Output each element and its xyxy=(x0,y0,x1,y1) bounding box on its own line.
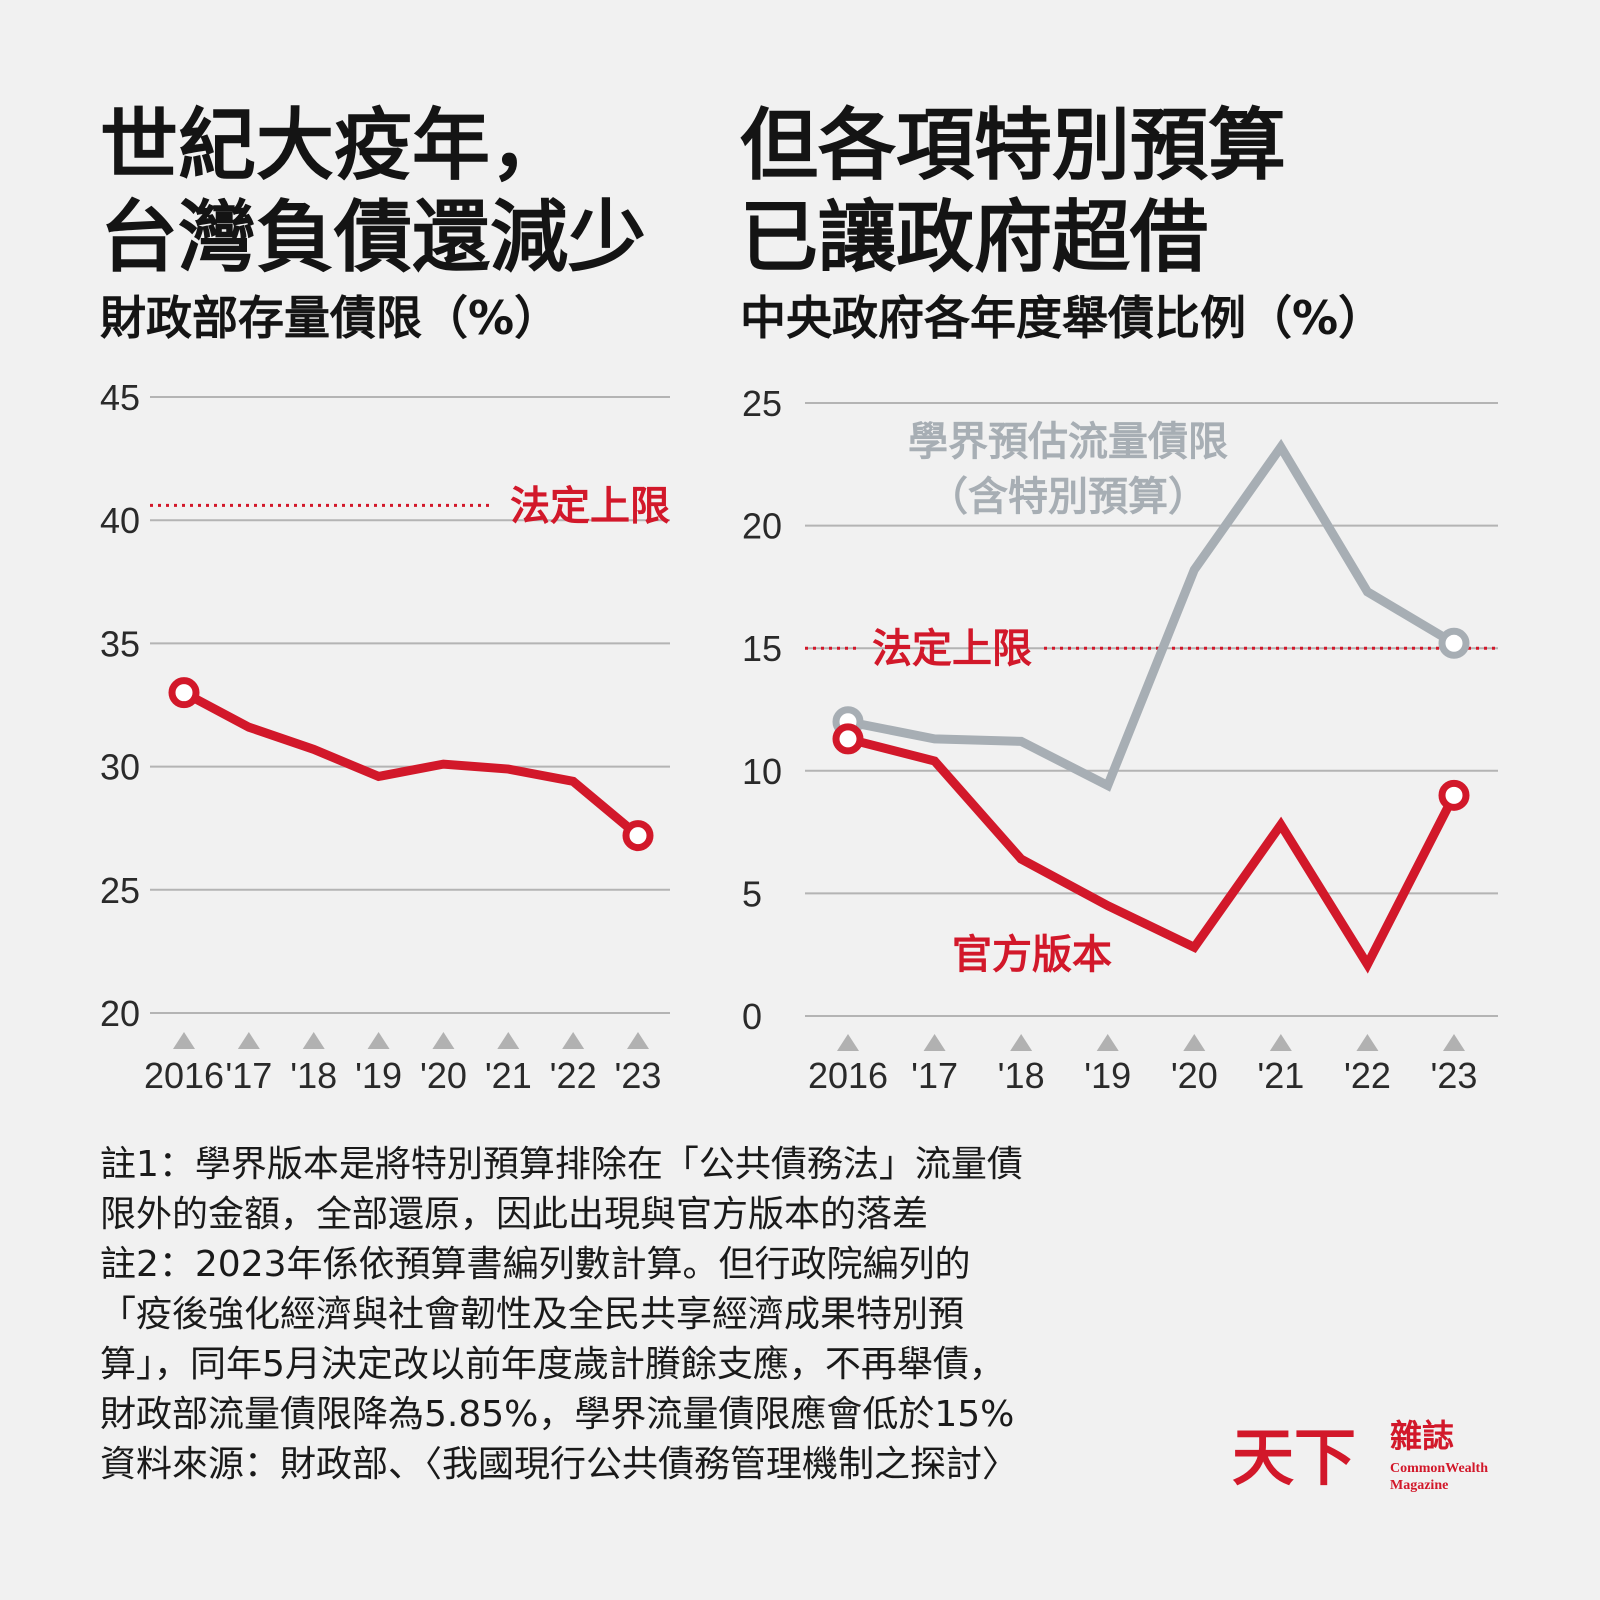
right-chart-y-tick-label: 10 xyxy=(742,751,782,792)
right-chart-x-tick-marker xyxy=(1096,1034,1119,1051)
right-chart-x-tick-marker xyxy=(1356,1034,1379,1051)
academic-series-label-line-2: （含特別預算） xyxy=(928,474,1208,520)
left-chart-legal-limit-label: 法定上限 xyxy=(510,483,670,529)
left-line-chart: 20 25 30 35 40 45 2016'17 '18 '19 '20 '21 '22 '23 法定上… xyxy=(100,377,670,1096)
footnote-line: 「疫後強化經濟與社會韌性及全民共享經濟成果特別預 xyxy=(100,1294,965,1335)
right-chart-x-tick-label: '17 xyxy=(911,1055,958,1096)
right-chart-series-endpoint-1 xyxy=(1438,779,1470,811)
right-line-chart: 0 5 10 15 20 25 2016 '17 '18 '19 '20 '21 '22 '23 法定上限 學… xyxy=(742,383,1500,1096)
left-chart-x-tick-label: '19 xyxy=(355,1055,402,1096)
right-chart-x-tick-label: '18 xyxy=(998,1055,1045,1096)
left-chart-y-tick-label: 45 xyxy=(100,377,140,418)
left-chart-series-endpoint-0 xyxy=(622,820,654,852)
right-chart-y-tick-label: 15 xyxy=(742,628,782,669)
right-chart-subtitle: 中央政府各年度舉債比例（%） xyxy=(740,291,1385,345)
left-headline-line-2: 台灣負債還減少 xyxy=(100,193,647,283)
left-chart-x-tick-label: 2016 xyxy=(144,1055,224,1096)
footnote-line: 註1：學界版本是將特別預算排除在「公共債務法」流量債 xyxy=(100,1144,1023,1185)
left-chart-y-tick-label: 25 xyxy=(100,870,140,911)
left-chart-x-tick-marker xyxy=(302,1032,325,1049)
right-chart-series-endpoint-0 xyxy=(1438,627,1470,659)
left-chart-x-tick-marker xyxy=(173,1032,195,1049)
right-headline-line-1: 但各項特別預算 xyxy=(740,101,1287,191)
left-chart-x-tick-label: '17 xyxy=(225,1055,272,1096)
right-chart-x-tick-marker xyxy=(923,1034,946,1051)
left-chart-x-tick-label: '21 xyxy=(485,1055,532,1096)
left-headline: 世紀大疫年， 台灣負債還減少 xyxy=(100,100,646,284)
left-chart-x-tick-marker xyxy=(237,1032,260,1049)
commonwealth-logo: 天下 雜誌 CommonWealth Magazine xyxy=(1232,1418,1502,1498)
footnote-line: 限外的金額，全部還原，因此出現與官方版本的落差 xyxy=(100,1194,929,1235)
right-chart-y-tick-label: 5 xyxy=(742,873,762,914)
logo-magazine-en: CommonWealth Magazine xyxy=(1390,1460,1488,1494)
footnotes: 註1：學界版本是將特別預算排除在「公共債務法」流量債 限外的金額，全部還原，因此… xyxy=(100,1140,1023,1490)
left-chart-subtitle: 財政部存量債限（%） xyxy=(100,291,561,345)
left-chart-x-tick-label: '18 xyxy=(290,1055,337,1096)
footnote-line: 算」，同年5月決定改以前年度歲計賸餘支應，不再舉債， xyxy=(100,1344,1005,1385)
footnote-line: 註2：2023年係依預算書編列數計算。但行政院編列的 xyxy=(100,1244,971,1285)
logo-en-line-1: CommonWealth xyxy=(1390,1461,1488,1476)
academic-series-label-line-1: 學界預估流量債限 xyxy=(908,419,1228,465)
logo-mark: 天下 xyxy=(1232,1421,1357,1494)
left-chart-y-tick-label: 35 xyxy=(100,623,140,664)
right-chart-x-tick-label: '22 xyxy=(1344,1055,1391,1096)
left-chart-y-tick-label: 20 xyxy=(100,993,140,1034)
right-chart-series-line-1 xyxy=(843,734,1459,974)
right-chart-x-tick-label: '20 xyxy=(1171,1055,1218,1096)
right-headline: 但各項特別預算 已讓政府超借 xyxy=(740,100,1286,284)
right-chart-y-tick-label: 25 xyxy=(742,383,782,424)
left-chart-x-tick-label: '23 xyxy=(615,1055,662,1096)
left-chart-x-tick-label: '22 xyxy=(550,1055,597,1096)
right-chart-x-tick-label: 2016 xyxy=(808,1055,888,1096)
right-chart-series-line-0 xyxy=(843,438,1459,792)
right-chart-x-tick-marker xyxy=(1269,1034,1292,1051)
official-series-label: 官方版本 xyxy=(952,932,1112,978)
logo-en-line-2: Magazine xyxy=(1390,1478,1449,1493)
footnote-line: 財政部流量債限降為5.85%，學界流量債限應會低於15% xyxy=(100,1394,1015,1435)
left-chart-x-tick-marker xyxy=(497,1032,520,1049)
left-chart-y-tick-label: 30 xyxy=(100,747,140,788)
left-chart-x-tick-marker xyxy=(562,1032,585,1049)
right-chart-series-endpoint-1 xyxy=(832,723,864,755)
right-chart-x-tick-marker xyxy=(837,1034,859,1051)
left-chart-series-endpoint-0 xyxy=(168,677,200,709)
right-chart-x-tick-label: '19 xyxy=(1084,1055,1131,1096)
right-chart-legal-limit-label: 法定上限 xyxy=(872,626,1032,672)
right-headline-line-2: 已讓政府超借 xyxy=(740,193,1209,283)
right-chart-x-tick-marker xyxy=(1010,1034,1033,1051)
right-chart-y-tick-label: 0 xyxy=(742,996,762,1037)
left-chart-x-tick-marker xyxy=(627,1032,649,1049)
right-chart-x-tick-label: '23 xyxy=(1431,1055,1478,1096)
right-chart-y-tick-label: 20 xyxy=(742,506,782,547)
right-chart-x-tick-marker xyxy=(1443,1034,1465,1051)
right-chart-x-tick-marker xyxy=(1183,1034,1206,1051)
left-chart-x-tick-marker xyxy=(432,1032,455,1049)
left-chart-series-line-0 xyxy=(179,688,643,841)
right-chart-x-tick-label: '21 xyxy=(1257,1055,1304,1096)
logo-magazine-zh: 雜誌 xyxy=(1390,1417,1455,1455)
left-chart-x-tick-marker xyxy=(367,1032,390,1049)
source-line: 資料來源：財政部、〈我國現行公共債務管理機制之探討〉 xyxy=(100,1444,1019,1485)
left-chart-y-tick-label: 40 xyxy=(100,500,140,541)
left-headline-line-1: 世紀大疫年， xyxy=(100,101,569,191)
left-chart-x-tick-label: '20 xyxy=(420,1055,467,1096)
